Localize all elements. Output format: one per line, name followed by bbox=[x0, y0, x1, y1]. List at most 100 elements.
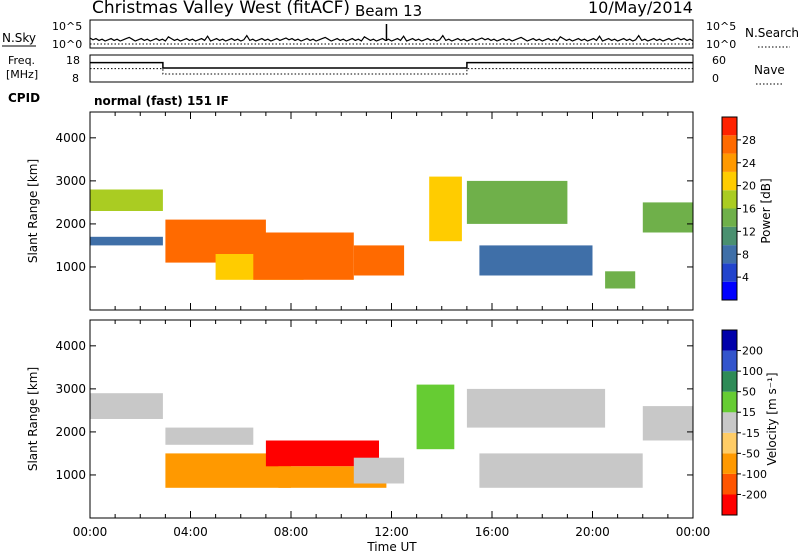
noise-panel-frame bbox=[89, 19, 694, 49]
scatter-patch-9 bbox=[642, 406, 694, 441]
power-y-axis-label: Slant Range [km] bbox=[26, 159, 40, 263]
colorbar-swatch bbox=[722, 281, 737, 300]
velocity-colorbar: 200 100 50 15 -15 -50 -100 -200 bbox=[721, 329, 767, 516]
y-tick-label: 3000 bbox=[55, 174, 86, 188]
noise-trace bbox=[89, 24, 694, 45]
colorbar-tick-label: 28 bbox=[742, 134, 756, 147]
colorbar-tick-label: 200 bbox=[742, 345, 763, 358]
x-tick-label: 00:00 bbox=[676, 525, 711, 539]
x-tick-label: 12:00 bbox=[374, 525, 409, 539]
colorbar-swatch bbox=[722, 171, 737, 191]
freq-label: Freq. bbox=[8, 54, 35, 67]
time-axis-label: Time UT bbox=[366, 540, 417, 554]
scatter-patch-10 bbox=[642, 202, 694, 233]
colorbar-swatch bbox=[722, 153, 737, 172]
colorbar-frame bbox=[721, 329, 738, 516]
scatter-patch-9 bbox=[605, 271, 636, 289]
noise-sky-line bbox=[89, 34, 694, 42]
freq-tick-top: 18 bbox=[66, 54, 80, 67]
colorbar-swatch bbox=[722, 263, 737, 282]
colorbar-swatch bbox=[722, 190, 737, 209]
noise-right-label: N.Search bbox=[745, 26, 799, 40]
colorbar-swatch bbox=[722, 245, 737, 264]
colorbar-tick-label: 4 bbox=[742, 271, 749, 284]
velocity-panel: Slant Range [km] 4000 3000 2000 1000 200 100… bbox=[26, 319, 779, 554]
colorbar-tick-label: -200 bbox=[742, 488, 767, 501]
time-x-ticks: 00:00 04:00 08:00 12:00 16:00 20:00 00:00 bbox=[73, 525, 711, 539]
scatter-patch-7 bbox=[466, 388, 606, 428]
colorbar-swatch bbox=[722, 432, 737, 454]
scatter-patch-6 bbox=[429, 176, 462, 242]
scatter-patch-0 bbox=[90, 189, 163, 211]
colorbar-swatch bbox=[722, 412, 737, 433]
cpid-label: CPID bbox=[8, 91, 40, 105]
colorbar-tick-label: 15 bbox=[742, 406, 756, 419]
colorbar-tick-label: -15 bbox=[742, 427, 760, 440]
noise-left-label: N.Sky bbox=[2, 31, 36, 45]
freq-tick-bottom: 8 bbox=[72, 72, 79, 85]
colorbar-tick-label: -50 bbox=[742, 447, 760, 460]
y-tick-label: 2000 bbox=[55, 425, 86, 439]
colorbar-swatch bbox=[722, 330, 737, 351]
velocity-y-axis-label: Slant Range [km] bbox=[26, 367, 40, 471]
x-tick-label: 16:00 bbox=[475, 525, 510, 539]
colorbar-swatch bbox=[722, 391, 737, 413]
scatter-patch-1 bbox=[90, 236, 163, 246]
scatter-patch-8 bbox=[479, 245, 593, 276]
date-label: 10/May/2014 bbox=[588, 0, 693, 17]
power-panel: Slant Range [km] 4000 3000 2000 1000 28 24 20… bbox=[26, 111, 773, 311]
colorbar-tick-label: 100 bbox=[742, 365, 763, 378]
noise-panel: N.Sky 10^5 10^0 10^5 10^0 N.Search bbox=[2, 19, 799, 51]
colorbar-tick-label: -100 bbox=[742, 468, 767, 481]
nave-tick-bottom: 0 bbox=[712, 72, 719, 85]
power-panel-frame bbox=[89, 111, 694, 311]
y-tick-label: 1000 bbox=[55, 468, 86, 482]
colorbar-swatch bbox=[722, 371, 737, 392]
colorbar-tick-label: 24 bbox=[742, 157, 756, 170]
colorbar-swatch bbox=[722, 473, 737, 495]
power-colorbar-label: Power [dB] bbox=[759, 178, 773, 243]
y-tick-label: 4000 bbox=[55, 131, 86, 145]
scatter-patch-5 bbox=[353, 457, 405, 484]
noise-right-tick-top: 10^5 bbox=[706, 20, 736, 33]
colorbar-swatch bbox=[722, 135, 737, 154]
scatter-patch-8 bbox=[479, 453, 643, 488]
freq-unit: [MHz] bbox=[6, 68, 38, 81]
y-tick-label: 1000 bbox=[55, 260, 86, 274]
x-tick-label: 20:00 bbox=[575, 525, 610, 539]
power-y-ticks: 4000 3000 2000 1000 bbox=[55, 112, 694, 310]
scatter-patch-7 bbox=[466, 180, 568, 224]
colorbar-tick-label: 50 bbox=[742, 386, 756, 399]
colorbar-tick-label: 8 bbox=[742, 248, 749, 261]
scatter-patch-1 bbox=[165, 427, 254, 445]
noise-right-tick-bottom: 10^0 bbox=[706, 38, 736, 51]
frequency-line bbox=[90, 61, 693, 69]
colorbar-tick-label: 20 bbox=[742, 180, 756, 193]
scatter-patch-5 bbox=[353, 245, 405, 276]
colorbar-swatch bbox=[722, 453, 737, 474]
power-patches bbox=[90, 176, 694, 289]
colorbar-tick-label: 12 bbox=[742, 225, 756, 238]
velocity-patches bbox=[90, 384, 694, 488]
colorbar-swatch bbox=[722, 226, 737, 246]
scatter-patch-6 bbox=[416, 384, 455, 450]
colorbar-swatch bbox=[722, 350, 737, 372]
scatter-patch-4 bbox=[253, 232, 354, 280]
x-tick-label: 00:00 bbox=[73, 525, 108, 539]
nave-line bbox=[90, 68, 693, 75]
colorbar-swatch bbox=[722, 208, 737, 227]
velocity-y-ticks: 4000 3000 2000 1000 bbox=[55, 320, 694, 518]
colorbar-tick-label: 16 bbox=[742, 203, 756, 216]
power-colorbar: 28 24 20 16 12 8 4 bbox=[721, 116, 756, 301]
station-title: Christmas Valley West (fitACF) bbox=[92, 0, 350, 18]
noise-left-tick-bottom: 10^0 bbox=[52, 38, 82, 51]
y-tick-label: 3000 bbox=[55, 382, 86, 396]
colorbar-swatch bbox=[722, 494, 737, 515]
noise-left-tick-top: 10^5 bbox=[52, 20, 82, 33]
velocity-colorbar-label: Velocity [m s⁻¹] bbox=[765, 372, 779, 465]
nave-label: Nave bbox=[754, 63, 785, 77]
x-tick-label: 04:00 bbox=[173, 525, 208, 539]
colorbar-swatch bbox=[722, 117, 737, 136]
y-tick-label: 4000 bbox=[55, 339, 86, 353]
cpid-value: normal (fast) 151 IF bbox=[94, 94, 229, 108]
